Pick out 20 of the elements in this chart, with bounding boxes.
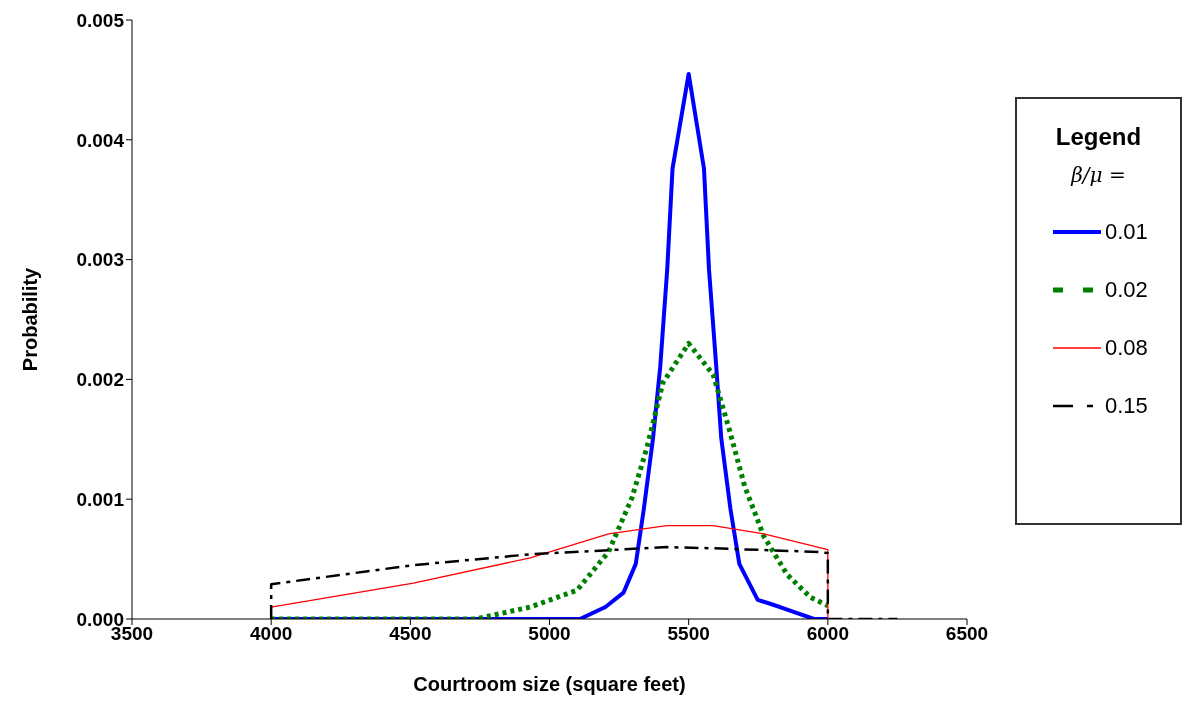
x-tick-label: 6500 [945, 623, 989, 645]
legend-label: 0.01 [1105, 219, 1148, 245]
line-series [270, 524, 829, 619]
x-tick-label: 4500 [389, 623, 432, 645]
y-axis-title: Probability [19, 266, 42, 372]
x-axis-title: Courtroom size (square feet) [413, 673, 686, 695]
legend-title: Legend [1054, 123, 1143, 151]
x-tick-label: 5000 [528, 623, 571, 645]
text: β/μ = [1069, 163, 1127, 187]
x-tick-label: 4000 [250, 623, 293, 645]
x-tick-label: 5500 [667, 623, 710, 645]
y-tick-label: 0.001 [76, 488, 125, 510]
y-tick-label: 0.003 [76, 249, 124, 271]
x-tick-label: 6000 [806, 623, 849, 645]
y-tick-label: 0.002 [76, 369, 124, 391]
y-tick-label: 0.005 [76, 9, 125, 31]
legend-label: 0.02 [1105, 277, 1148, 303]
legend-label: 0.08 [1105, 335, 1148, 361]
legend-label: 0.15 [1105, 393, 1148, 419]
y-tick-label: 0.004 [76, 129, 125, 151]
